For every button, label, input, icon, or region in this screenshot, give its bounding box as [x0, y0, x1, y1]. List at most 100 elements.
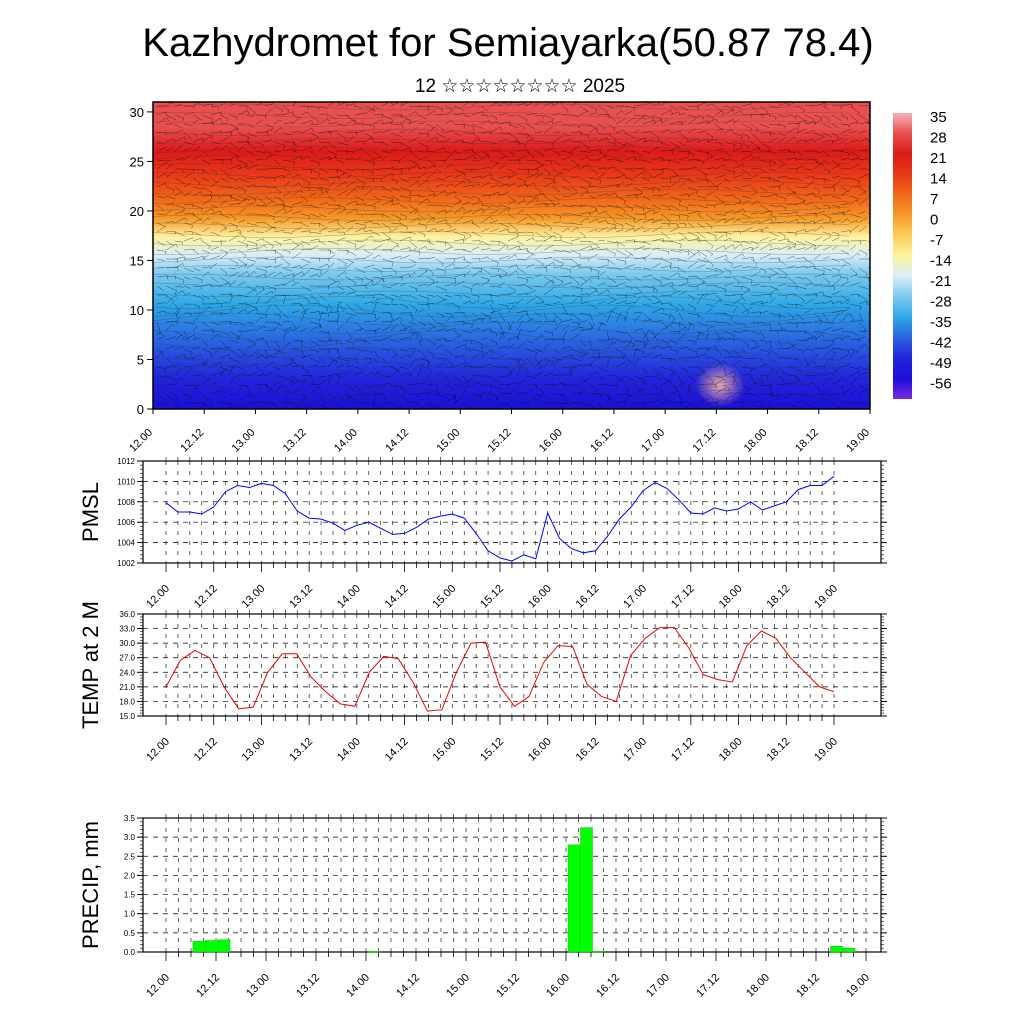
precip-bar — [580, 827, 593, 953]
pmsl-x-tick-label: 12.00 — [144, 583, 172, 611]
precip-x-tick-label: 17.12 — [694, 972, 722, 1000]
colorbar-label: 35 — [930, 109, 947, 126]
cross-section-chart: 0 5 10 15 20 25 30 12.00 12.12 13.00 13.12 14.00 14… — [127, 101, 872, 455]
cross-section-field — [153, 102, 870, 409]
colorbar-label: -35 — [930, 314, 952, 331]
colorbar-label: -21 — [930, 273, 952, 290]
xs-y-tick-label: 5 — [137, 352, 144, 367]
pmsl-x-tick-label: 16.12 — [574, 583, 602, 611]
pmsl-y-label: PMSL — [78, 482, 103, 542]
colorbar-label: 21 — [930, 150, 947, 167]
xs-x-tick-label: 14.12 — [383, 427, 411, 455]
colorbar-label: -42 — [930, 335, 952, 352]
temp-chart: 15.0 18.0 21.0 24.0 27.0 30.0 33.0 36.0 12.00 12.… — [78, 601, 887, 764]
colorbar-label: -56 — [930, 376, 952, 393]
wind-barbs — [156, 102, 870, 409]
xs-y-tick-label: 30 — [130, 105, 144, 120]
precip-x-tick-label: 13.00 — [244, 972, 272, 1000]
precip-y-tick-label: 3.0 — [124, 833, 136, 842]
precip-bar — [592, 950, 606, 953]
pmsl-y-tick-label: 1004 — [117, 539, 135, 548]
precip-y-label: PRECIP, mm — [78, 821, 103, 949]
pmsl-x-tick-label: 15.00 — [430, 583, 458, 611]
colorbar-label: 7 — [930, 191, 938, 208]
pmsl-y-tick-label: 1010 — [117, 477, 135, 486]
precip-x-tick-label: 18.12 — [794, 972, 822, 1000]
precip-x-tick-label: 12.00 — [144, 972, 172, 1000]
colorbar-label: -28 — [930, 294, 952, 311]
precip-x-tick-label: 16.12 — [594, 972, 622, 1000]
pmsl-x-tick-label: 14.00 — [335, 583, 363, 611]
precip-y-tick-label: 2.5 — [124, 852, 136, 861]
temp-y-tick-label: 24.0 — [119, 668, 135, 677]
xs-x-tick-label: 16.12 — [588, 427, 616, 455]
wind-barbs-overlay — [153, 102, 870, 409]
temp-y-tick-label: 15.0 — [119, 712, 135, 721]
cross-section-y-axis: 0 5 10 15 20 25 30 — [130, 105, 153, 417]
temp-x-tick-label: 15.12 — [478, 736, 506, 764]
streamlines — [153, 103, 850, 409]
colorbar-labels: 35 28 21 14 7 0 -7 -14 -21 -28 -35 -42 -49 -56 — [930, 109, 952, 393]
xs-x-tick-label: 17.00 — [639, 427, 667, 455]
temp-x-tick-label: 15.00 — [430, 736, 458, 764]
xs-x-tick-label: 13.12 — [281, 427, 309, 455]
precip-x-tick-label: 13.12 — [294, 972, 322, 1000]
temp-x-tick-label: 18.00 — [717, 736, 745, 764]
pmsl-x-tick-label: 13.00 — [240, 583, 268, 611]
precip-x-tick-label: 18.00 — [744, 972, 772, 1000]
temp-x-tick-label: 14.00 — [335, 736, 363, 764]
colorbar-label: 28 — [930, 130, 947, 147]
page-subtitle: 12 ☆☆☆☆☆☆☆☆ 2025 — [415, 76, 625, 97]
precip-x-tick-label: 14.00 — [344, 972, 372, 1000]
xs-x-tick-label: 14.00 — [332, 427, 360, 455]
precip-bar — [367, 950, 381, 953]
precip-x-tick-label: 16.00 — [544, 972, 572, 1000]
temp-y-tick-label: 36.0 — [119, 610, 135, 619]
pmsl-x-tick-label: 16.00 — [526, 583, 554, 611]
xs-y-tick-label: 20 — [130, 204, 144, 219]
pmsl-series-line — [165, 475, 835, 562]
temp-x-tick-label: 14.12 — [383, 736, 411, 764]
pmsl-x-tick-label: 17.12 — [669, 583, 697, 611]
temp-series-line — [165, 627, 835, 712]
cross-section-x-axis: 12.00 12.12 13.00 13.12 14.00 14.12 15.00 15.12… — [127, 409, 872, 455]
precip-x-tick-label: 15.00 — [444, 972, 472, 1000]
xs-y-tick-label: 10 — [130, 303, 144, 318]
temp-x-tick-label: 17.00 — [621, 736, 649, 764]
temp-x-tick-label: 12.12 — [192, 736, 220, 764]
temp-x-tick-label: 13.00 — [240, 736, 268, 764]
pmsl-x-tick-label: 13.12 — [287, 583, 315, 611]
precip-bar — [567, 844, 581, 953]
precip-y-tick-label: 0.0 — [124, 948, 136, 957]
xs-x-tick-label: 12.00 — [127, 427, 155, 455]
xs-x-tick-label: 15.00 — [434, 427, 462, 455]
precip-bar — [205, 940, 218, 953]
pmsl-chart: 1002 1004 1006 1008 1010 1012 12.00 12.12 13.00 1… — [78, 457, 887, 611]
pmsl-x-tick-label: 18.00 — [717, 583, 745, 611]
temp-x-tick-label: 16.12 — [574, 736, 602, 764]
colorbar-label: -7 — [930, 232, 943, 249]
xs-x-tick-label: 15.12 — [486, 427, 514, 455]
pmsl-y-tick-label: 1008 — [117, 498, 135, 507]
precip-bar — [217, 939, 231, 953]
xs-y-tick-label: 25 — [130, 154, 144, 169]
colorbar: 35 28 21 14 7 0 -7 -14 -21 -28 -35 -42 -49 -56 — [893, 109, 952, 399]
precip-y-tick-label: 0.5 — [124, 929, 136, 938]
temp-x-tick-label: 17.12 — [669, 736, 697, 764]
xs-x-tick-label: 18.12 — [793, 427, 821, 455]
pmsl-x-tick-label: 12.12 — [192, 583, 220, 611]
pmsl-y-tick-label: 1002 — [117, 559, 135, 568]
temp-y-tick-label: 21.0 — [119, 683, 135, 692]
xs-x-tick-label: 18.00 — [742, 427, 770, 455]
xs-y-tick-label: 15 — [130, 253, 144, 268]
precip-x-tick-label: 19.00 — [844, 972, 872, 1000]
pmsl-x-tick-label: 17.00 — [621, 583, 649, 611]
temp-y-tick-label: 33.0 — [119, 625, 135, 634]
precip-x-tick-label: 12.12 — [194, 972, 222, 1000]
precip-y-tick-label: 1.5 — [124, 891, 136, 900]
temp-y-tick-label: 27.0 — [119, 654, 135, 663]
pmsl-y-tick-label: 1012 — [117, 457, 135, 466]
page-title: Kazhydromet for Semiayarka(50.87 78.4) — [142, 21, 873, 65]
xs-x-tick-label: 16.00 — [537, 427, 565, 455]
temp-y-tick-label: 30.0 — [119, 639, 135, 648]
